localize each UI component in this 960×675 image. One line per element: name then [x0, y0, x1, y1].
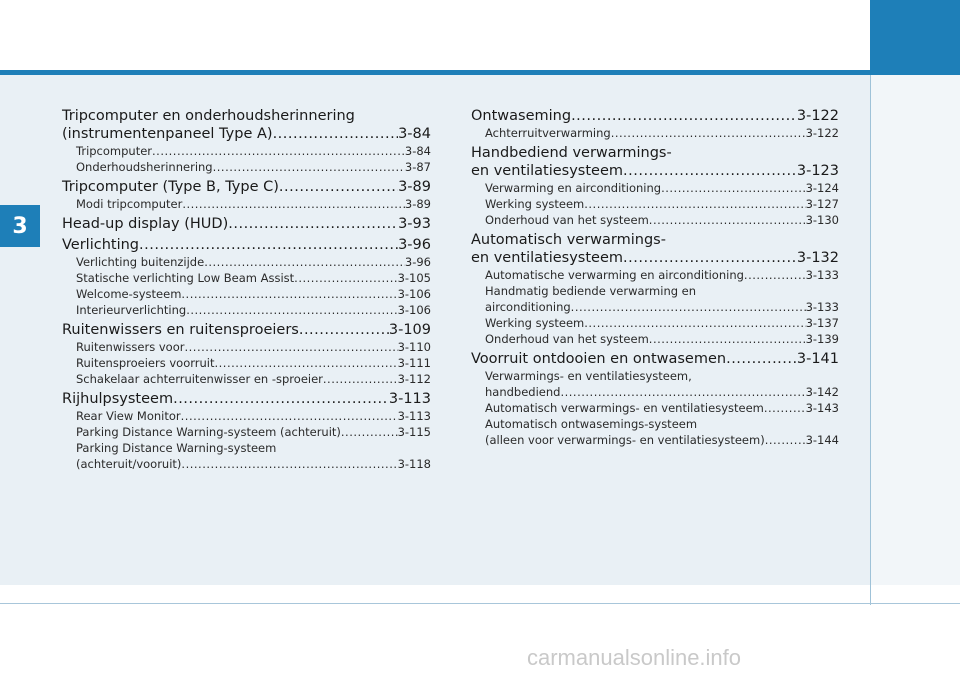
watermark: carmanualsonline.info	[527, 645, 742, 670]
toc-subentry[interactable]: airconditioning3-133	[471, 299, 839, 315]
toc-page: 3-84	[398, 126, 431, 142]
toc-subentry[interactable]: Statische verlichting Low Beam Assist3-1…	[62, 270, 431, 286]
toc-heading-line: Tripcomputer en onderhoudsherinnering	[62, 108, 355, 124]
toc-subentry[interactable]: Modi tripcomputer3-89	[62, 196, 431, 212]
toc-subentry[interactable]: Automatische verwarming en airconditioni…	[471, 267, 839, 283]
toc-heading[interactable]: Head-up display (HUD)3-93	[62, 215, 431, 233]
toc-subentry[interactable]: Onderhoud van het systeem3-130	[471, 212, 839, 228]
top-rule	[0, 70, 870, 75]
toc-subentry[interactable]: Achterruitverwarming3-122	[471, 125, 839, 141]
toc-subentry[interactable]: Ruitenwissers voor3-110	[62, 339, 431, 355]
toc-heading[interactable]: Tripcomputer (Type B, Type C)3-89	[62, 178, 431, 196]
toc-subentry[interactable]: Tripcomputer3-84	[62, 143, 431, 159]
toc-right-column: Ontwaseming3-122 Achterruitverwarming3-1…	[471, 107, 839, 448]
vertical-divider	[870, 75, 871, 605]
toc-heading[interactable]: (instrumentenpaneel Type A) 3-84	[62, 125, 431, 143]
toc-heading[interactable]: en ventilatiesysteem3-132	[471, 249, 839, 267]
toc-heading[interactable]: Rijhulpsysteem3-113	[62, 390, 431, 408]
toc-subentry-line: Verwarmings- en ventilatiesysteem,	[485, 369, 692, 383]
toc-subentry[interactable]: Welcome-systeem3-106	[62, 286, 431, 302]
toc-heading[interactable]: Ontwaseming3-122	[471, 107, 839, 125]
toc-subentry[interactable]: (achteruit/vooruit)3-118	[62, 456, 431, 472]
toc-subentry[interactable]: Automatisch verwarmings- en ventilatiesy…	[471, 400, 839, 416]
chapter-tab: 3	[0, 205, 40, 247]
toc-subentry[interactable]: Onderhoudsherinnering3-87	[62, 159, 431, 175]
toc-subentry-line: Automatisch ontwasemings-systeem	[485, 417, 698, 431]
toc-subentry[interactable]: Onderhoud van het systeem3-139	[471, 331, 839, 347]
toc-heading[interactable]: en ventilatiesysteem3-123	[471, 162, 839, 180]
toc-heading-line: Automatisch verwarmings-	[471, 232, 666, 248]
toc-heading-line: Handbediend verwarmings-	[471, 145, 672, 161]
bottom-rule	[0, 603, 960, 604]
toc-heading[interactable]: Verlichting3-96	[62, 236, 431, 254]
toc-subentry[interactable]: Ruitensproeiers voorruit3-111	[62, 355, 431, 371]
toc-heading[interactable]: Ruitenwissers en ruitensproeiers3-109	[62, 321, 431, 339]
toc-subentry-line: Handmatig bediende verwarming en	[485, 284, 697, 298]
toc-subentry[interactable]: Verwarming en airconditioning3-124	[471, 180, 839, 196]
toc-subentry[interactable]: Interieurverlichting3-106	[62, 302, 431, 318]
toc-subentry[interactable]: (alleen voor verwarmings- en ventilaties…	[471, 432, 839, 448]
toc-heading-title: (instrumentenpaneel Type A)	[62, 126, 273, 142]
toc-subentry[interactable]: handbediend3-142	[471, 384, 839, 400]
toc-heading[interactable]: Voorruit ontdooien en ontwasemen3-141	[471, 350, 839, 368]
toc-left-column: Tripcomputer en onderhoudsherinnering (i…	[62, 107, 431, 472]
toc-subentry[interactable]: Rear View Monitor3-113	[62, 408, 431, 424]
toc-subentry[interactable]: Werking systeem3-137	[471, 315, 839, 331]
toc-subentry[interactable]: Werking systeem3-127	[471, 196, 839, 212]
toc-subentry[interactable]: Verlichting buitenzijde3-96	[62, 254, 431, 270]
right-top-block	[870, 0, 960, 75]
toc-subentry-line: Parking Distance Warning-systeem	[76, 441, 277, 455]
toc-subentry[interactable]: Schakelaar achterruitenwisser en -sproei…	[62, 371, 431, 387]
toc-subentry[interactable]: Parking Distance Warning-systeem (achter…	[62, 424, 431, 440]
top-band	[0, 0, 960, 70]
right-panel	[870, 0, 960, 585]
